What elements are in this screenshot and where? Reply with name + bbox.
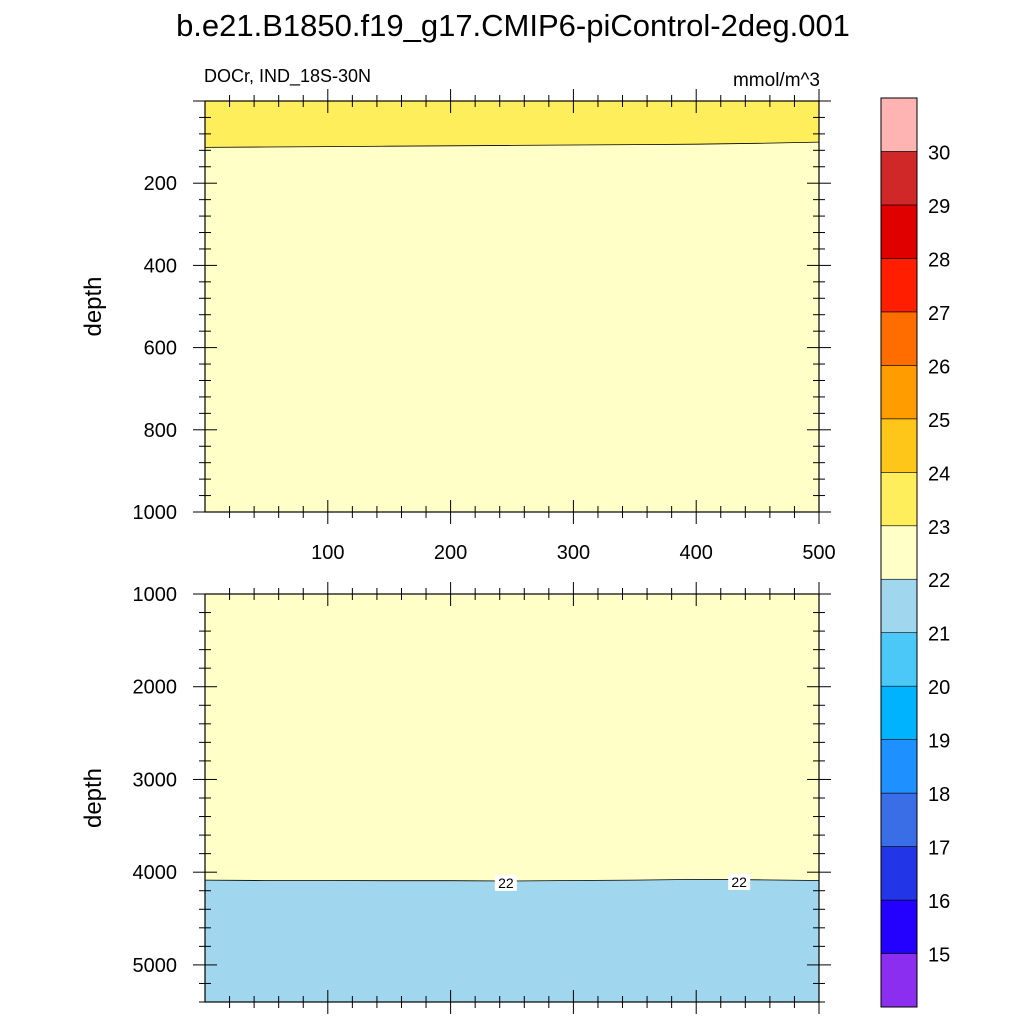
units-string: mmol/m^3 [733, 70, 820, 91]
panel-frame [204, 100, 820, 513]
y-tick-label: 4000 [133, 862, 178, 884]
colorbar-label: 27 [928, 303, 950, 325]
x-tick-label: 300 [557, 542, 590, 564]
colorbar: 15 16 17 18 19 20 21 22 23 24 25 26 27 28 29 30 [880, 97, 950, 1008]
contour-label-box [728, 873, 751, 890]
region-22-23 [205, 142, 819, 512]
colorbar-label: 22 [928, 570, 950, 592]
colorbar-frame [880, 97, 918, 1008]
colorbar-label: 16 [928, 891, 950, 913]
colorbar-box [880, 739, 918, 794]
colorbar-box [880, 418, 918, 473]
y-tick-label: 600 [144, 338, 177, 360]
contour-label: 22 [731, 874, 747, 890]
colorbar-box [880, 578, 918, 634]
region-21-22 [205, 879, 819, 1002]
y-tick-label: 1000 [133, 584, 178, 606]
colorbar-label: 25 [928, 410, 950, 432]
colorbar-label: 28 [928, 249, 950, 271]
colorbar-label: 26 [928, 356, 950, 378]
contour-label-box [494, 874, 517, 891]
y-tick-label: 5000 [133, 955, 178, 977]
left-string: DOCr, IND_18S-30N [204, 66, 371, 87]
colorbar-box [880, 365, 918, 420]
colorbar-label: 21 [928, 624, 950, 646]
colorbar-box [880, 792, 918, 847]
y-tick-label: 1000 [133, 502, 178, 524]
y-axis-label: depth [80, 768, 107, 828]
colorbar-label: 24 [928, 463, 950, 485]
colorbar-label: 18 [928, 784, 950, 806]
colorbar-box [880, 525, 918, 580]
colorbar-label: 15 [928, 945, 950, 967]
x-tick-label: 200 [434, 542, 467, 564]
y-tick-label: 3000 [133, 769, 178, 791]
y-tick-label: 2000 [133, 677, 178, 699]
x-tick-label: 400 [680, 542, 713, 564]
colorbar-box [880, 846, 918, 901]
colorbar-box [880, 471, 918, 527]
colorbar-box [880, 258, 918, 313]
colorbar-box [880, 97, 918, 152]
colorbar-box [880, 311, 918, 366]
colorbar-box [880, 151, 918, 206]
y-tick-label: 200 [144, 173, 177, 195]
y-axis-label: depth [80, 276, 107, 336]
contour-23-line [204, 141, 820, 148]
colorbar-label: 20 [928, 677, 950, 699]
colorbar-label: 19 [928, 731, 950, 753]
colorbar-box [880, 685, 918, 740]
y-tick-label: 400 [144, 255, 177, 277]
colorbar-box [880, 953, 918, 1008]
y-tick-label: 800 [144, 420, 177, 442]
panel-lower: 22 22 1000 2000 3000 4000 5000 depth [80, 582, 831, 1014]
x-tick-label: 100 [311, 542, 344, 564]
contour-label: 22 [498, 875, 514, 891]
x-tick-label: 500 [802, 542, 835, 564]
colorbar-box [880, 204, 918, 259]
figure-title: b.e21.B1850.f19_g17.CMIP6-piControl-2deg… [176, 8, 850, 43]
panel-upper: 200 400 600 800 1000 100 200 300 400 500 depth [80, 89, 836, 564]
colorbar-label: 30 [928, 142, 950, 164]
colorbar-box [880, 632, 918, 687]
colorbar-box [880, 899, 918, 954]
region-23-24 [205, 101, 819, 148]
colorbar-label: 17 [928, 838, 950, 860]
colorbar-label: 23 [928, 517, 950, 539]
colorbar-label: 29 [928, 196, 950, 218]
region-22-23 [205, 594, 819, 881]
